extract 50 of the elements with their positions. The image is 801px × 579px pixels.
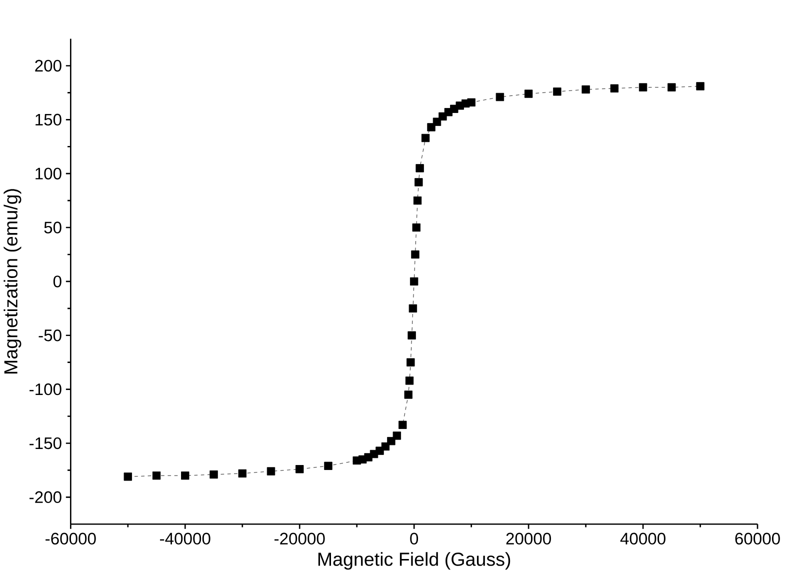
y-axis-title: Magnetization (emu/g) bbox=[4, 188, 22, 374]
point bbox=[421, 134, 430, 142]
point bbox=[296, 464, 304, 474]
point bbox=[410, 277, 418, 286]
point bbox=[398, 420, 407, 429]
point bbox=[524, 90, 533, 98]
y-tick-label: 150 bbox=[36, 114, 62, 126]
y-tick-label: -100 bbox=[30, 383, 62, 396]
x-tick-label: -40000 bbox=[160, 532, 210, 544]
point bbox=[582, 85, 590, 94]
point bbox=[266, 467, 276, 476]
y-tick-label: 0 bbox=[53, 275, 62, 288]
point bbox=[406, 358, 415, 366]
y-tick-label: -50 bbox=[38, 329, 62, 342]
point bbox=[404, 390, 412, 399]
x-tick-label: 40000 bbox=[620, 532, 666, 544]
y-tick-label: 50 bbox=[44, 222, 62, 234]
point bbox=[496, 92, 504, 101]
y-tick-label: -150 bbox=[30, 437, 62, 449]
point bbox=[413, 196, 422, 205]
point bbox=[416, 164, 424, 172]
point bbox=[467, 98, 476, 106]
point bbox=[427, 123, 436, 132]
point bbox=[405, 376, 414, 385]
point bbox=[238, 469, 246, 478]
point bbox=[412, 223, 420, 232]
point bbox=[408, 304, 418, 312]
y-tick-label: -200 bbox=[30, 491, 62, 503]
x-tick-label: 20000 bbox=[506, 532, 551, 544]
point bbox=[124, 472, 132, 481]
point bbox=[668, 83, 676, 92]
x-tick-label: -20000 bbox=[274, 532, 325, 544]
point bbox=[181, 471, 190, 480]
point bbox=[210, 470, 218, 478]
point bbox=[408, 331, 416, 340]
x-axis-title: Magnetic Field (Gauss) bbox=[318, 552, 510, 570]
point bbox=[696, 82, 704, 90]
x-tick-label: 60000 bbox=[735, 532, 780, 544]
y-tick-label: 200 bbox=[35, 60, 62, 72]
point bbox=[414, 178, 423, 186]
point bbox=[638, 83, 648, 92]
x-tick-label: -60000 bbox=[46, 532, 96, 544]
point bbox=[553, 87, 562, 96]
point bbox=[152, 471, 161, 480]
point bbox=[610, 84, 619, 92]
point bbox=[392, 431, 402, 440]
point bbox=[324, 462, 332, 470]
x-tick-label: 0 bbox=[410, 532, 418, 544]
point bbox=[411, 250, 420, 258]
y-tick-label: 100 bbox=[36, 168, 62, 180]
